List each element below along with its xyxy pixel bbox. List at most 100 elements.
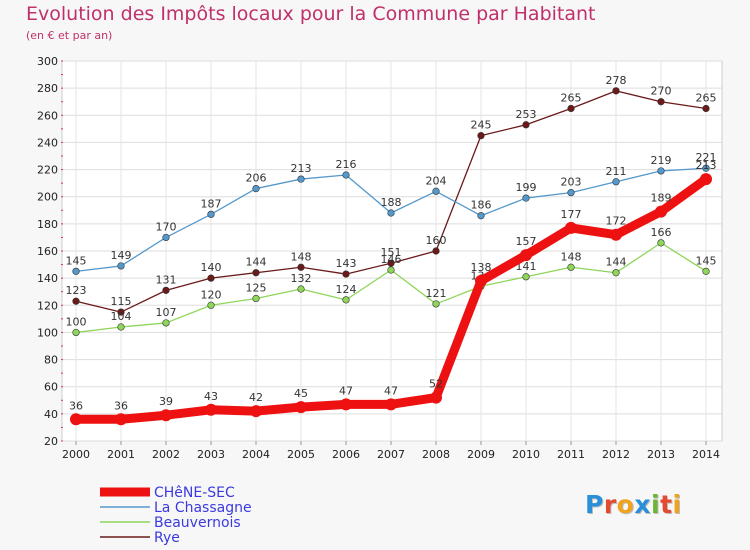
data-label: 253 xyxy=(516,108,537,121)
data-label: 144 xyxy=(606,256,627,269)
data-point xyxy=(430,391,442,404)
y-tick-label: 260 xyxy=(37,109,58,122)
x-tick-label: 2012 xyxy=(602,448,630,461)
data-label: 140 xyxy=(201,261,222,274)
data-point xyxy=(387,266,395,274)
data-point xyxy=(702,267,710,275)
data-label: 146 xyxy=(381,253,402,266)
data-point xyxy=(205,403,217,416)
data-point xyxy=(567,263,575,271)
data-point xyxy=(522,194,530,202)
x-tick-label: 2002 xyxy=(152,448,180,461)
y-tick-label: 200 xyxy=(37,191,58,204)
data-point xyxy=(657,239,665,247)
data-label: 199 xyxy=(516,181,537,194)
data-label: 213 xyxy=(291,162,312,175)
data-point xyxy=(610,228,622,241)
y-tick-label: 280 xyxy=(37,82,58,95)
data-point xyxy=(117,323,125,331)
data-point xyxy=(207,210,215,218)
data-point xyxy=(612,269,620,277)
data-label: 123 xyxy=(66,284,87,297)
data-label: 172 xyxy=(606,215,627,228)
y-tick-label: 140 xyxy=(37,272,58,285)
data-label: 204 xyxy=(426,174,447,187)
data-point xyxy=(207,274,215,282)
x-tick-label: 2003 xyxy=(197,448,225,461)
data-point xyxy=(700,173,712,186)
data-label: 36 xyxy=(114,399,128,412)
data-label: 278 xyxy=(606,74,627,87)
y-tick-label: 60 xyxy=(44,381,58,394)
data-point xyxy=(387,209,395,217)
data-label: 245 xyxy=(471,119,492,132)
y-tick-label: 100 xyxy=(37,326,58,339)
x-tick-label: 2008 xyxy=(422,448,450,461)
data-point xyxy=(432,187,440,195)
data-label: 45 xyxy=(294,387,308,400)
data-point xyxy=(297,263,305,271)
data-label: 206 xyxy=(246,172,267,185)
y-tick-label: 40 xyxy=(44,408,58,421)
data-label: 187 xyxy=(201,197,222,210)
data-label: 145 xyxy=(66,254,87,267)
data-point xyxy=(522,121,530,129)
data-point xyxy=(250,405,262,418)
series-la-chassagne: 145 149 170 187 206 213 216 188 204 186 199 203 211 2… xyxy=(66,151,717,275)
data-label: 151 xyxy=(381,246,402,259)
data-point xyxy=(162,319,170,327)
data-label: 265 xyxy=(696,92,717,105)
data-label: 221 xyxy=(696,151,717,164)
y-tick-label: 20 xyxy=(44,435,58,448)
y-tick-label: 120 xyxy=(37,299,58,312)
y-tick-label: 160 xyxy=(37,245,58,258)
data-point xyxy=(520,249,532,262)
data-label: 100 xyxy=(66,315,87,328)
x-tick-label: 2009 xyxy=(467,448,495,461)
data-point xyxy=(655,205,667,218)
legend-label: CHêNE-SEC xyxy=(154,485,235,501)
data-point xyxy=(160,409,172,422)
data-point xyxy=(385,398,397,411)
data-label: 216 xyxy=(336,158,357,171)
data-point xyxy=(477,132,485,140)
data-point xyxy=(252,184,260,193)
x-tick-label: 2014 xyxy=(692,448,720,461)
x-tick-label: 2013 xyxy=(647,448,675,461)
data-label: 107 xyxy=(156,306,177,319)
data-label: 157 xyxy=(516,235,537,248)
x-tick-label: 2007 xyxy=(377,448,405,461)
y-tick-label: 180 xyxy=(37,218,58,231)
x-tick-label: 2006 xyxy=(332,448,360,461)
data-label: 213 xyxy=(696,159,717,172)
data-label: 138 xyxy=(471,261,492,274)
data-label: 211 xyxy=(606,165,627,178)
proxiti-logo: Proxiti xyxy=(585,490,682,519)
data-point xyxy=(702,164,710,172)
data-point xyxy=(432,300,440,308)
data-label: 124 xyxy=(336,283,357,296)
data-point xyxy=(567,104,575,113)
data-point xyxy=(522,273,530,281)
data-point xyxy=(612,87,620,95)
chart-title: Evolution des Impôts locaux pour la Comm… xyxy=(26,3,596,25)
data-label: 170 xyxy=(156,220,177,233)
data-label: 160 xyxy=(426,234,447,247)
data-label: 104 xyxy=(111,310,132,323)
data-label: 115 xyxy=(111,295,132,308)
x-tick-label: 2004 xyxy=(242,448,270,461)
y-tick-label: 220 xyxy=(37,164,58,177)
data-point xyxy=(340,398,352,411)
data-label: 47 xyxy=(384,384,398,397)
data-label: 42 xyxy=(249,391,263,404)
data-label: 188 xyxy=(381,196,402,209)
data-point xyxy=(162,286,170,294)
x-tick-label: 2001 xyxy=(107,448,135,461)
data-point xyxy=(295,401,307,414)
series-beauvernois: 1001041071201251321241461211341411481441… xyxy=(66,226,717,337)
data-point xyxy=(565,221,577,234)
data-point xyxy=(657,98,665,106)
data-label: 203 xyxy=(561,176,582,189)
data-label: 186 xyxy=(471,199,492,212)
data-label: 145 xyxy=(696,254,717,267)
